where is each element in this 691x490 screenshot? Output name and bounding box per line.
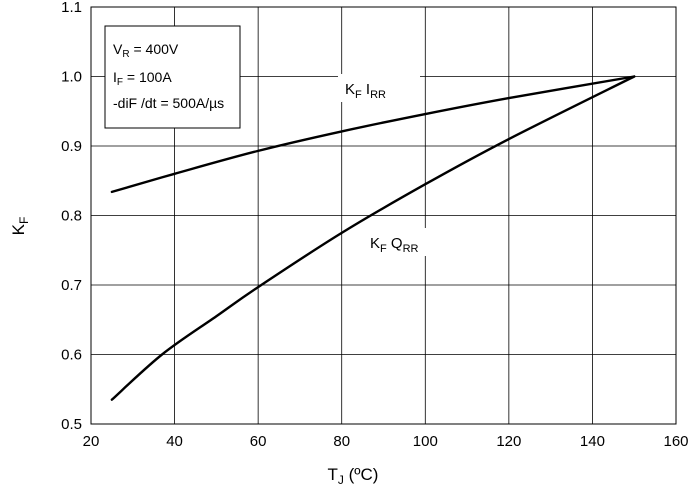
x-tick-label: 140	[580, 433, 605, 450]
x-axis-title: TJ (ºC)	[328, 465, 379, 487]
y-tick-label: 0.5	[61, 416, 82, 433]
condition-if: IF = 100A	[113, 69, 172, 88]
y-tick-labels: 0.5 0.6 0.7 0.8 0.9 1.0 1.1	[61, 0, 82, 433]
conditions-box-border	[104, 25, 241, 129]
x-tick-label: 80	[333, 433, 350, 450]
x-tick-label: 60	[250, 433, 267, 450]
series-line-kf-qrr	[110, 75, 636, 401]
label-kf-irr-group: KF IRR	[338, 74, 420, 102]
plot-frame	[90, 6, 677, 425]
y-tick-label: 0.6	[61, 347, 82, 364]
x-tick-label: 40	[166, 433, 183, 450]
condition-didt: -diF /dt = 500A/µs	[113, 95, 224, 111]
conditions-box: VR = 400V IF = 100A -diF /dt = 500A/µs	[104, 25, 241, 129]
x-tick-labels: 20 40 60 80 100 120 140 160	[83, 433, 689, 450]
series-lines	[110, 75, 636, 401]
label-kf-qrr: KF QRR	[370, 235, 419, 255]
label-kf-irr: KF IRR	[345, 81, 386, 101]
condition-vr: VR = 400V	[113, 41, 179, 60]
label-kf-qrr-bg	[362, 228, 446, 256]
series-line-kf-irr	[110, 75, 636, 194]
x-tick-label: 100	[413, 433, 438, 450]
label-kf-qrr-group: KF QRR	[362, 228, 446, 256]
x-tick-label: 160	[663, 433, 688, 450]
y-axis-title: KF	[9, 217, 31, 236]
y-tick-label: 0.7	[61, 277, 82, 294]
y-tick-label: 0.8	[61, 208, 82, 225]
x-tick-label: 120	[496, 433, 521, 450]
label-kf-irr-bg	[338, 74, 420, 102]
y-tick-label: 0.9	[61, 138, 82, 155]
y-tick-label: 1.0	[61, 69, 82, 86]
x-tick-label: 20	[83, 433, 100, 450]
y-tick-label: 1.1	[61, 0, 82, 16]
